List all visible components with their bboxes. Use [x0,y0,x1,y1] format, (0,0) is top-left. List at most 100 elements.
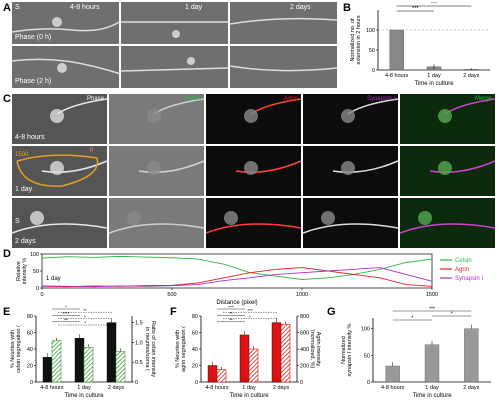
e-ytick-right-label: 0.5 [135,360,143,366]
micrograph-c-r0-synapsin-i: Synapsin I [303,94,398,144]
panel-e-chart: 0 20 40 60 80 0 0.5 1.0 1.5 4-8 hours 1 day 2 days T… [10,306,156,399]
g-sig-label: *** [429,307,435,313]
row-label-c-1: 1 day [15,186,33,193]
channel-label-merge: Merge [474,96,492,102]
micrograph-c-r2-merge [400,198,495,248]
f-ytick-left-label: 60 [192,331,198,337]
b-bar [389,29,404,71]
micrograph-c-r0-phase: Phase 4-8 hours [12,94,107,144]
f-ytick-right-label: 400 [300,347,309,353]
f-sig-label: ** [229,318,233,323]
b-ytick-label: 50 [369,48,375,54]
panel-label-b: B [343,2,351,14]
micrograph-a-2h-3 [230,46,337,88]
g-bar [385,365,400,383]
d-ytick-label: 100 [30,252,39,258]
d-legend-celsin: Celsin [455,258,472,264]
e-sig-label: * [84,321,86,326]
b-xtick-label: 1 day [427,73,441,79]
micrograph-c-r2-synapsin-i [303,198,398,248]
panel-label-e: E [3,306,11,318]
d-xtick-label: 1500 [426,292,438,298]
micrograph-c-r2-phase: 2 days S [12,198,107,248]
e-sig-label: * [84,314,86,319]
b-xlabel: Time in culture [414,81,454,87]
f-ytick-right-label: 200 [300,364,309,370]
g-ytick-label: 0 [367,380,370,386]
f-ylabel-left-group: % Neurites withagrin segregation ( [175,326,187,372]
e-ytick-left-label: 20 [27,364,33,370]
micrograph-a-0h-1 [12,2,119,44]
f-bar-a [239,334,250,383]
f-ylabel-right-group: Agrin intensity(normalized, %) [309,330,321,369]
b-ylabel-group: Normalized no. ofextension in 2 hours [350,15,362,64]
micrograph-a-0h-2 [121,2,228,44]
f-sig-label: ** [229,311,233,316]
b-sig-right: *** [412,6,419,12]
e-xtick-label: 2 days [108,385,124,391]
panel-label-d: D [3,248,11,260]
e-sig-label: * [65,306,67,310]
g-ytick-label: 50 [364,353,370,359]
d-ytick-label: 0 [36,286,39,292]
d-series-synapsin-i [41,267,433,288]
d-xlabel: Distance (pixel) [216,300,257,306]
f-ytick-left-label: 0 [195,380,198,386]
trace-end-label: 0 [90,148,94,154]
e-bar-a [42,357,53,383]
micrograph-a-2h-2 [121,46,228,88]
channel-label-agrin: Agrin [283,96,298,102]
e-sig-label: **** [62,311,69,316]
f-xtick-label: 1 day [242,385,256,391]
f-ytick-right-label: 0 [300,380,303,386]
panel-g-chart: 0 50 100 4-8 hours 1 day 2 days Time in cultur… [341,307,491,399]
micrograph-c-r0-merge: Merge [400,94,495,144]
channel-label-phase: Phase [86,96,104,102]
f-sig-label: *** [247,308,253,313]
f-xlabel: Time in culture [229,393,269,399]
f-xtick-label: 4-8 hours [205,385,228,391]
panel-b-chart: 0 50 100 4-8 hours 1 day 2 days Time in cultur… [350,2,490,87]
e-ytick-left-label: 60 [27,331,33,337]
row-label-c-0: 4-8 hours [15,134,45,141]
g-ylabel-group: Normalizedsynapsin I intensity % [341,323,353,376]
d-xtick-label: 1000 [296,292,308,298]
row-label-c-2: 2 days [15,238,36,245]
micrograph-c-r1-merge [400,146,495,196]
f-sig-label: *** [228,306,234,310]
row-label-a-0h: Phase (0 h) [15,34,52,41]
micrograph-c-r1-celsin [109,146,204,196]
e-sig-label: ** [64,318,68,323]
f-ytick-left-label: 20 [192,364,198,370]
micrograph-c-r0-celsin: Celsin [109,94,204,144]
g-xtick-label: 2 days [463,385,479,391]
e-xlabel: Time in culture [64,393,104,399]
d-legend-synapsin-i: Synapsin I [455,276,483,282]
g-ytick-label: 100 [361,327,370,333]
f-bar-a [207,365,218,383]
e-ytick-left-label: 40 [27,347,33,353]
panel-label-c: C [3,93,11,105]
d-legend-agrin: Agrin [455,267,469,273]
panel-label-a: A [3,2,11,14]
e-ytick-left-label: 0 [30,380,33,386]
e-xtick-label: 4-8 hours [40,385,63,391]
d-ylabel: Relativeintensity % [16,258,28,285]
g-xlabel: Time in culture [412,393,452,399]
micrograph-c-r1-agrin [206,146,301,196]
timepoint-label-a-3: 2 days [290,4,311,11]
panel-label-g: G [327,306,336,318]
d-ytick-label: 50 [33,269,39,275]
g-sig-label: * [451,312,453,318]
f-bar-a [271,322,282,383]
e-ytick-right-label: 1.0 [135,340,143,346]
e-bar-a [74,338,85,383]
e-sig-label: ** [83,308,87,313]
d-inset-label: 1 day [46,276,61,282]
b-ylabel: Normalized no. ofextension in 2 hours [350,15,362,64]
channel-label-synapsin-i: Synapsin I [366,96,395,102]
e-bar-b [115,351,126,383]
f-sig-label: * [249,314,251,319]
g-sig-label: * [411,316,413,322]
